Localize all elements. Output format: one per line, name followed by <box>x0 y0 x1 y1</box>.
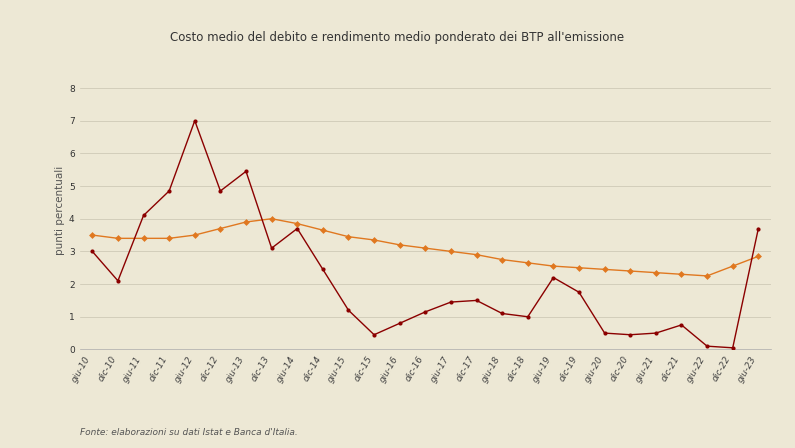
Text: Fonte: elaborazioni su dati Istat e Banca d'Italia.: Fonte: elaborazioni su dati Istat e Banc… <box>80 427 297 436</box>
Y-axis label: punti percentuali: punti percentuali <box>55 166 64 255</box>
Text: Costo medio del debito e rendimento medio ponderato dei BTP all'emissione: Costo medio del debito e rendimento medi… <box>170 31 625 44</box>
